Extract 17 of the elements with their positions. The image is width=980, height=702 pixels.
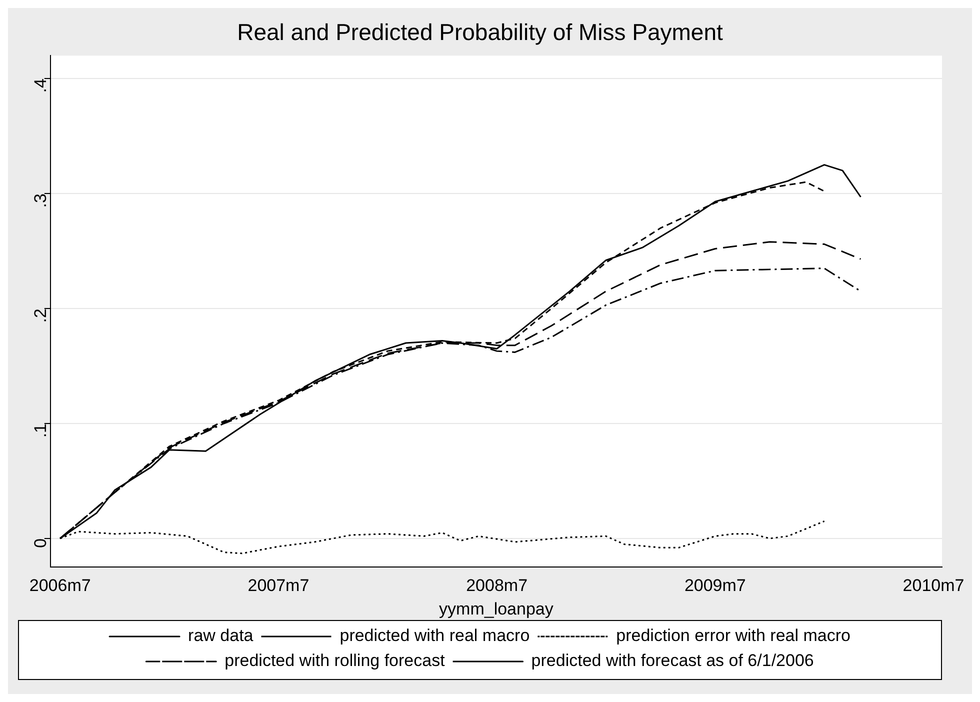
legend-label: predicted with rolling forecast (224, 651, 446, 670)
y-tick-label: .2 (31, 308, 50, 323)
x-tick-label: 2009m7 (684, 576, 746, 596)
y-tick-label: .4 (31, 78, 50, 93)
x-axis-title: yymm_loanpay (439, 599, 554, 618)
x-tick-label: 2007m7 (248, 576, 310, 596)
legend-label: raw data (188, 626, 254, 646)
x-tick-label: 2008m7 (466, 576, 528, 596)
legend-label: predicted with forecast as of 6/1/2006 (531, 651, 814, 670)
y-tick-label: 0 (31, 538, 50, 548)
chart-title: Real and Predicted Probability of Miss Payment (237, 19, 724, 46)
x-tick-label: 2010m7 (902, 576, 964, 596)
y-tick-label: .3 (31, 194, 50, 208)
legend-label: predicted with real macro (340, 626, 530, 646)
legend-label: prediction error with real macro (616, 626, 850, 646)
x-tick-label: 2006m7 (29, 576, 91, 596)
y-tick-label: .1 (31, 423, 50, 438)
